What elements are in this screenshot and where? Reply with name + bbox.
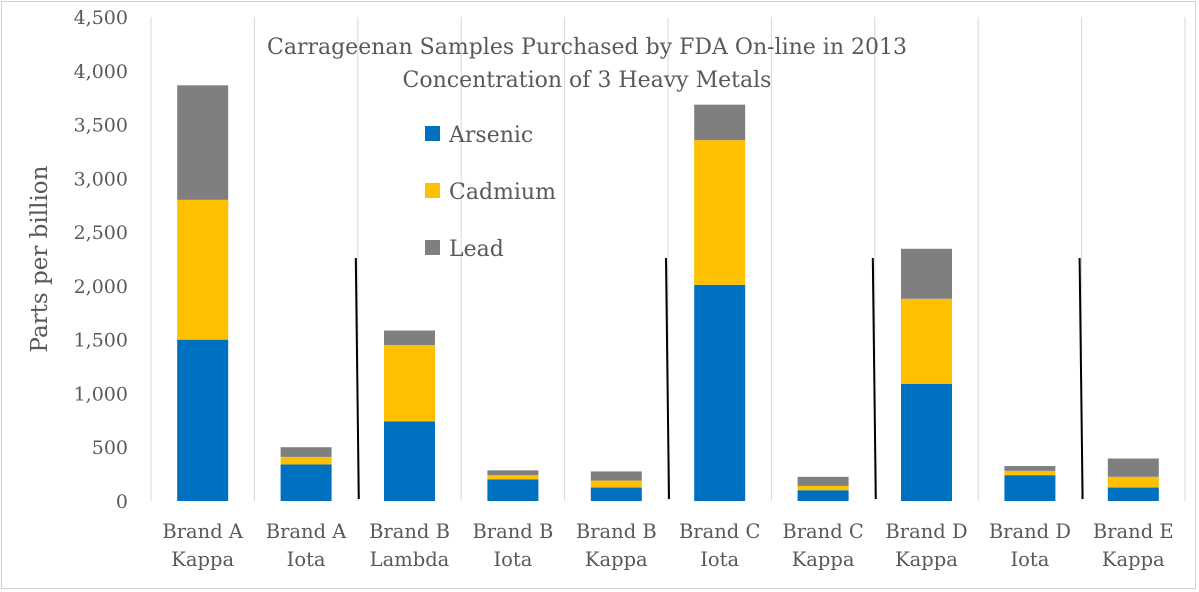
x-tick-label: Brand B bbox=[472, 520, 553, 543]
bar-lead bbox=[1004, 466, 1056, 471]
x-tick-label: Iota bbox=[493, 548, 532, 571]
chart-title: Carrageenan Samples Purchased by FDA On-… bbox=[267, 35, 907, 60]
brand-separator-line bbox=[871, 257, 877, 500]
legend-swatch-lead bbox=[425, 240, 440, 255]
bar-arsenic bbox=[901, 383, 952, 501]
bar-arsenic bbox=[1004, 475, 1056, 501]
x-tick-label: Brand D bbox=[885, 520, 967, 543]
bar-cadmium bbox=[487, 475, 539, 480]
bar-cadmium bbox=[280, 456, 332, 465]
y-tick-label: 2,000 bbox=[74, 276, 128, 298]
x-tick-label: Kappa bbox=[171, 548, 234, 571]
bar-lead bbox=[1107, 458, 1159, 477]
x-tick-label: Kappa bbox=[585, 548, 648, 571]
y-tick-label: 0 bbox=[116, 491, 128, 513]
x-tick-label: Kappa bbox=[792, 548, 855, 571]
legend: Arsenic Cadmium Lead bbox=[425, 123, 556, 262]
y-tick-label: 3,000 bbox=[74, 168, 128, 190]
x-tick-label: Iota bbox=[1010, 548, 1049, 571]
bar-lead bbox=[901, 248, 952, 299]
y-tick-label: 3,500 bbox=[74, 115, 128, 137]
bar-arsenic bbox=[797, 490, 849, 501]
bar-cadmium bbox=[901, 298, 952, 384]
x-tick-label: Iota bbox=[287, 548, 326, 571]
x-tick-label: Lambda bbox=[370, 548, 450, 571]
x-tick-labels: Brand A Kappa Brand A Iota Brand B Lambda Bran… bbox=[162, 520, 1173, 571]
legend-label-arsenic: Arsenic bbox=[448, 123, 533, 148]
bar-lead bbox=[280, 447, 332, 457]
bar-arsenic bbox=[590, 487, 642, 501]
legend-swatch-arsenic bbox=[425, 126, 440, 141]
x-tick-label: Brand B bbox=[576, 520, 657, 543]
y-tick-label: 1,000 bbox=[74, 383, 128, 405]
y-tick-labels: 0 500 1,000 1,500 2,000 2,500 3,000 3,500 4,000 4… bbox=[74, 7, 128, 513]
legend-label-cadmium: Cadmium bbox=[449, 180, 556, 205]
brand-separator-line bbox=[665, 257, 670, 500]
x-tick-label: Brand D bbox=[989, 520, 1071, 543]
bar-arsenic bbox=[487, 479, 539, 501]
bar-cadmium bbox=[1004, 470, 1056, 476]
x-tick-label: Brand C bbox=[782, 520, 863, 543]
bar-lead bbox=[694, 104, 746, 141]
bar-lead bbox=[797, 476, 849, 486]
y-tick-label: 1,500 bbox=[74, 330, 128, 352]
x-tick-label: Kappa bbox=[1102, 548, 1165, 571]
x-tick-label: Brand E bbox=[1093, 520, 1174, 543]
y-tick-label: 4,500 bbox=[74, 7, 128, 29]
bar-lead bbox=[487, 470, 539, 476]
brand-separators bbox=[354, 257, 1084, 500]
y-tick-label: 4,000 bbox=[74, 61, 128, 83]
x-tick-label: Brand A bbox=[266, 520, 348, 543]
bar-cadmium bbox=[384, 345, 435, 422]
legend-label-lead: Lead bbox=[449, 237, 504, 262]
bar-cadmium bbox=[177, 199, 229, 340]
x-tick-label: Brand A bbox=[162, 520, 244, 543]
y-tick-label: 2,500 bbox=[74, 222, 128, 244]
x-tick-label: Brand B bbox=[369, 520, 450, 543]
x-tick-label: Iota bbox=[700, 548, 739, 571]
bar-cadmium bbox=[694, 140, 746, 285]
bar-lead bbox=[177, 85, 229, 200]
bar-lead bbox=[384, 330, 435, 346]
bar-lead bbox=[590, 471, 642, 481]
x-tick-label: Brand C bbox=[679, 520, 760, 543]
legend-swatch-cadmium bbox=[425, 183, 440, 198]
x-tick-label: Kappa bbox=[895, 548, 958, 571]
bar-arsenic bbox=[384, 421, 435, 501]
bar-cadmium bbox=[1107, 476, 1159, 488]
bar-cadmium bbox=[797, 485, 849, 491]
bar-cadmium bbox=[590, 480, 642, 488]
y-axis-title: Parts per billion bbox=[27, 165, 53, 352]
bar-arsenic bbox=[177, 339, 229, 501]
brand-separator-line bbox=[1078, 257, 1084, 500]
brand-separator-line bbox=[354, 257, 360, 500]
bars bbox=[177, 85, 1159, 501]
y-tick-label: 500 bbox=[92, 437, 128, 459]
bar-arsenic bbox=[694, 284, 746, 501]
chart-subtitle: Concentration of 3 Heavy Metals bbox=[403, 68, 772, 93]
bar-arsenic bbox=[1107, 487, 1159, 501]
bar-arsenic bbox=[280, 464, 332, 501]
